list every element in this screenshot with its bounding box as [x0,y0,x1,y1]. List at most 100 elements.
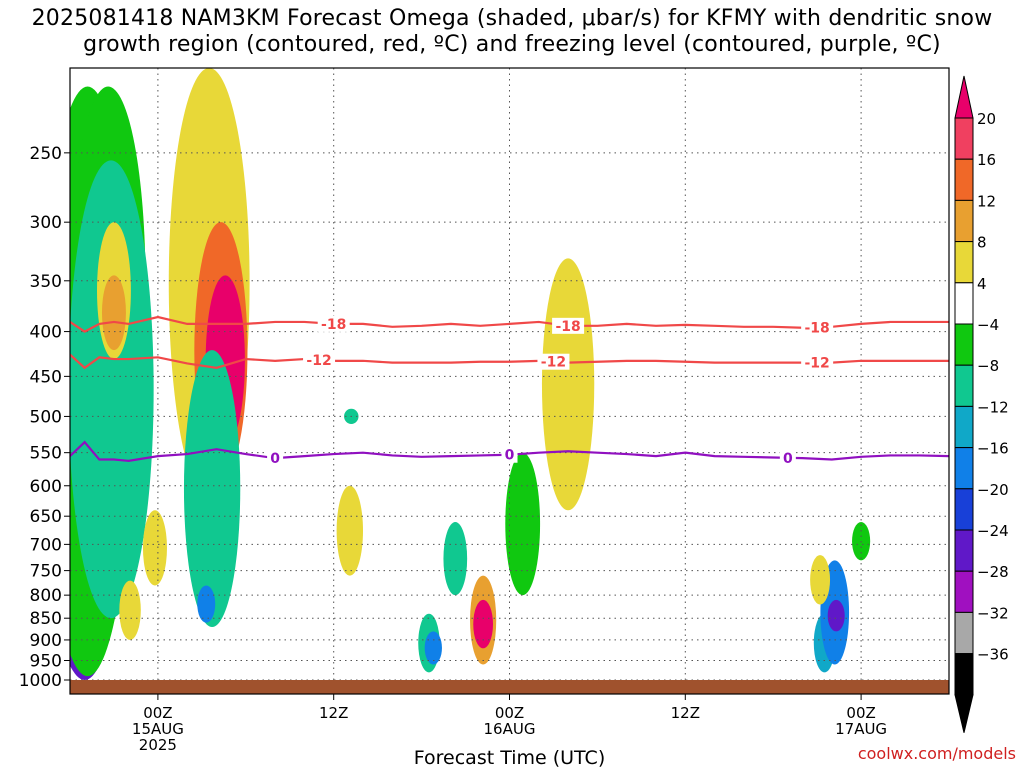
colorbar-swatch-11 [954,570,974,613]
x-tick-label-0-2: 2025 [139,736,177,754]
contour-label-bg-0-2 [801,319,834,336]
contour-label-1-1: -12 [541,355,566,371]
colorbar-label-13: −36 [977,646,1009,664]
colorbar-label-11: −28 [977,563,1009,581]
contour-label-bg-1-2 [801,354,834,371]
y-tick-label-2: 350 [30,272,62,292]
x-tick-label-2-0: 00Z [495,704,524,722]
contour-label-bg-1-1 [537,353,570,370]
colorbar-swatch-10 [954,529,974,572]
contour-label-bg-1-0 [303,351,336,368]
colorbar-swatch-4 [954,282,974,325]
colorbar-label-4: 4 [977,275,987,293]
colorbar-label-7: −12 [977,398,1009,416]
omega-region-12 [183,350,241,628]
colorbar-label-5: −4 [977,316,999,334]
y-tick-label-7: 600 [30,477,62,497]
y-tick-label-11: 800 [30,586,62,606]
colorbar-swatch-1 [954,158,974,201]
y-tick-label-14: 950 [30,651,62,671]
chart-title-line-1: 2025081418 NAM3KM Forecast Omega (shaded… [31,6,993,31]
contour-label-2-1: 0 [505,448,515,464]
omega-region-6 [101,275,126,351]
colorbar-swatch-8 [954,447,974,490]
contour-label-2-0: 0 [270,451,280,467]
y-tick-label-5: 500 [30,407,62,427]
colorbar-swatch-12 [954,611,974,655]
contour-label-1-2: -12 [805,356,830,372]
x-tick-label-4-0: 00Z [846,704,875,722]
colorbar-label-2: 12 [977,192,996,210]
chart-title-line-2: growth region (contoured, red, ºC) and f… [83,32,941,57]
y-tick-label-15: 1000 [19,671,62,691]
y-tick-label-1: 300 [30,213,62,233]
colorbar-bottom-arrow [954,694,974,733]
x-tick-label-2-1: 16AUG [484,720,536,738]
y-tick-label-8: 650 [30,507,62,527]
y-tick-label-13: 900 [30,631,62,651]
colorbar-label-0: 20 [977,110,996,128]
contour-label-bg-0-0 [317,315,350,332]
colorbar-swatch-9 [954,488,974,531]
x-axis-title: Forecast Time (UTC) [414,747,605,768]
colorbar-swatch-0 [954,117,974,160]
colorbar-swatch-2 [954,199,974,243]
colorbar-swatch-5 [954,323,974,366]
omega-shading-layer [70,68,871,680]
colorbar-label-9: −20 [977,481,1009,499]
contour-layer: -18 -18 -18 -12 -12 -12 0 0 0 [70,315,949,467]
omega-region-25 [827,599,845,632]
y-tick-label-10: 750 [30,562,62,582]
y-tick-label-9: 700 [30,535,62,555]
omega-region-4 [70,160,154,619]
x-tick-label-0-0: 00Z [143,704,172,722]
colorbar-label-3: 8 [977,234,987,252]
site-watermark: coolwx.com/models [857,744,1016,763]
y-axis: 2503003504004505005506006507007508008509… [19,144,70,691]
colorbar-label-10: −24 [977,522,1009,540]
omega-region-26 [810,555,831,605]
colorbar-swatch-7 [954,405,974,449]
x-tick-label-4-1: 17AUG [835,720,887,738]
colorbar-label-12: −32 [977,604,1009,622]
x-tick-label-0-1: 15AUG [132,720,184,738]
contour-label-bg-2-0 [267,450,284,467]
contour-label-2-2: 0 [783,451,793,467]
x-tick-label-1-0: 12Z [319,704,348,722]
omega-region-21 [505,452,541,596]
colorbar-top-arrow [954,75,974,119]
y-tick-label-0: 250 [30,144,62,164]
contour-label-bg-2-2 [779,449,796,466]
omega-region-22 [541,258,595,511]
omega-region-17 [424,631,442,665]
y-tick-label-4: 450 [30,367,62,387]
contour-line-1 [70,353,949,370]
omega-region-18 [443,521,468,596]
y-tick-label-12: 850 [30,609,62,629]
y-tick-label-6: 550 [30,444,62,464]
omega-region-20 [473,599,494,649]
ground-strip [70,680,949,694]
colorbar-label-1: 16 [977,151,996,169]
contour-label-0-1: -18 [555,319,580,335]
colorbar-label-6: −8 [977,357,999,375]
omega-region-13 [197,585,216,623]
colorbar-legend: 20 16 12 8 4 −4 −8 −12 −16 −20 −24 −28 −32 −36 [954,75,1009,733]
contour-label-bg-2-1 [501,446,518,463]
colorbar-label-8: −16 [977,440,1009,458]
contour-line-0 [70,315,949,333]
omega-region-7 [119,580,141,640]
omega-region-8 [142,510,167,586]
colorbar-swatch-3 [954,241,974,284]
colorbar-swatch-6 [954,364,974,407]
contour-label-1-0: -12 [306,353,331,369]
colorbar-swatch-13 [954,653,974,696]
contour-label-0-2: -18 [805,320,830,336]
y-tick-label-3: 400 [30,323,62,343]
contour-label-bg-0-1 [552,317,585,334]
omega-region-14 [336,485,364,576]
contour-label-0-0: -18 [321,317,346,333]
x-tick-label-3-0: 12Z [671,704,700,722]
